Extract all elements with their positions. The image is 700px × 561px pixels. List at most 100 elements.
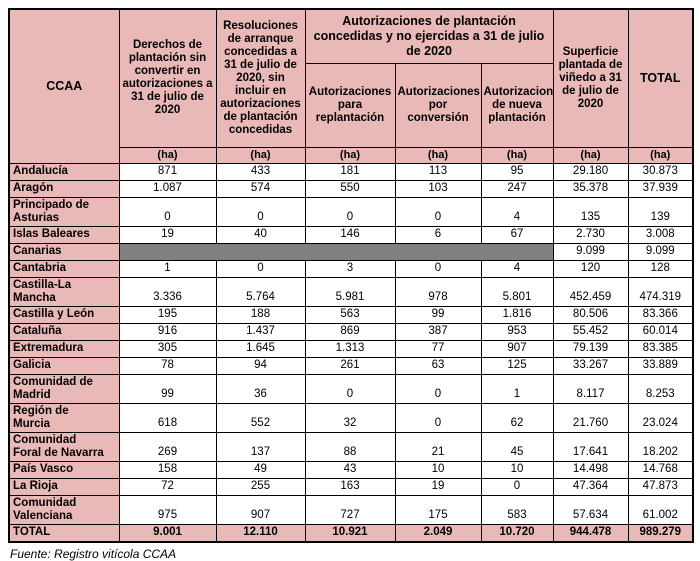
- value-cell: 0: [215, 259, 306, 278]
- value-cell: 158: [118, 460, 217, 479]
- value-cell: 552: [215, 402, 306, 433]
- value-cell: 88: [304, 431, 396, 462]
- value-cell: 135: [552, 196, 629, 227]
- replantacion-subheader: Autorizaciones para replantación: [304, 62, 396, 148]
- value-cell: 550: [304, 179, 396, 198]
- ccaa-label: Castilla y León: [8, 305, 120, 324]
- value-cell: 0: [118, 196, 217, 227]
- value-cell: 120: [552, 259, 629, 278]
- conversion-subheader: Autorizaciones por conversión: [394, 62, 482, 148]
- ccaa-label: Andalucía: [8, 162, 120, 181]
- value-cell: 95: [480, 162, 554, 181]
- total-row: TOTAL 9.001 12.110 10.921 2.049 10.720 944.478…: [8, 523, 694, 542]
- value-cell: 139: [627, 196, 694, 227]
- nueva-plantacion-subheader: Autorizaciones de nueva plantación: [480, 62, 554, 148]
- value-cell: 2.730: [552, 225, 629, 244]
- resoluciones-column-header: Resoluciones de arranque concedidas a 31…: [215, 8, 306, 148]
- ccaa-label: La Rioja: [8, 477, 120, 496]
- value-cell: 2.049: [394, 523, 482, 542]
- value-cell: 99: [394, 305, 482, 324]
- value-cell: 10: [480, 460, 554, 479]
- value-cell: 60.014: [627, 322, 694, 341]
- ccaa-label: Principado de Asturias: [8, 196, 120, 227]
- value-cell: 907: [480, 339, 554, 358]
- data-table: CCAA Derechos de plantación sin converti…: [8, 8, 695, 543]
- value-cell: 5.764: [215, 276, 306, 307]
- value-cell: 618: [118, 402, 217, 433]
- value-cell: 78: [118, 356, 217, 375]
- table-row: Principado de Asturias 0 0 0 0 4 135 139: [8, 196, 694, 227]
- value-cell: 8.117: [552, 373, 629, 404]
- value-cell: 99: [118, 373, 217, 404]
- value-cell: 62: [480, 402, 554, 433]
- value-cell: 574: [215, 179, 306, 198]
- table-row: Andalucía 871 433 181 113 95 29.180 30.873: [8, 162, 694, 181]
- value-cell: 387: [394, 322, 482, 341]
- table-row: Cataluña 916 1.437 869 387 953 55.452 60.014: [8, 322, 694, 341]
- value-cell: 29.180: [552, 162, 629, 181]
- value-cell: 0: [394, 402, 482, 433]
- value-cell: 727: [304, 494, 396, 525]
- value-cell: 1.313: [304, 339, 396, 358]
- ccaa-label: Cataluña: [8, 322, 120, 341]
- table-row: Aragón 1.087 574 550 103 247 35.378 37.939: [8, 179, 694, 198]
- value-cell: 128: [627, 259, 694, 278]
- value-cell: 83.366: [627, 305, 694, 324]
- autorizaciones-group-header: Autorizaciones de plantación concedidas …: [304, 8, 554, 64]
- value-cell: 261: [304, 356, 396, 375]
- value-cell: 57.634: [552, 494, 629, 525]
- value-cell: 61.002: [627, 494, 694, 525]
- table-row: Galicia 78 94 261 63 125 33.267 33.889: [8, 356, 694, 375]
- value-cell: 21.760: [552, 402, 629, 433]
- ccaa-label: Islas Baleares: [8, 225, 120, 244]
- value-cell: 19: [394, 477, 482, 496]
- value-cell: 916: [118, 322, 217, 341]
- value-cell: 975: [118, 494, 217, 525]
- value-cell: 43: [304, 460, 396, 479]
- value-cell: 9.099: [552, 242, 629, 261]
- value-cell: 989.279: [627, 523, 694, 542]
- value-cell: 871: [118, 162, 217, 181]
- value-cell: 103: [394, 179, 482, 198]
- value-cell: 1: [118, 259, 217, 278]
- value-cell: 35.378: [552, 179, 629, 198]
- value-cell: 433: [215, 162, 306, 181]
- ccaa-label: Cantabria: [8, 259, 120, 278]
- value-cell: 163: [304, 477, 396, 496]
- value-cell: 63: [394, 356, 482, 375]
- unit-header: (ha): [394, 146, 482, 164]
- value-cell: 12.110: [215, 523, 306, 542]
- value-cell: 17.641: [552, 431, 629, 462]
- value-cell: 23.024: [627, 402, 694, 433]
- superficie-column-header: Superficie plantada de viñedo a 31 de ju…: [552, 8, 629, 148]
- value-cell: 869: [304, 322, 396, 341]
- source-note: Fuente: Registro vitícola CCAA: [10, 546, 177, 561]
- unit-header: (ha): [552, 146, 629, 164]
- value-cell: 49: [215, 460, 306, 479]
- value-cell: 0: [394, 196, 482, 227]
- unit-header: (ha): [118, 146, 217, 164]
- value-cell: 305: [118, 339, 217, 358]
- value-cell: 45: [480, 431, 554, 462]
- no-data-cell: [118, 242, 554, 261]
- value-cell: 944.478: [552, 523, 629, 542]
- table-row: Comunidad Valenciana 975 907 727 175 583 57.63…: [8, 494, 694, 525]
- table-row: Castilla-La Mancha 3.336 5.764 5.981 978 5.80…: [8, 276, 694, 307]
- value-cell: 188: [215, 305, 306, 324]
- ccaa-label: Galicia: [8, 356, 120, 375]
- value-cell: 3.336: [118, 276, 217, 307]
- value-cell: 79.139: [552, 339, 629, 358]
- value-cell: 0: [304, 373, 396, 404]
- value-cell: 33.889: [627, 356, 694, 375]
- value-cell: 1.645: [215, 339, 306, 358]
- value-cell: 1: [480, 373, 554, 404]
- value-cell: 33.267: [552, 356, 629, 375]
- table-row: Canarias 9.099 9.099: [8, 242, 694, 261]
- value-cell: 67: [480, 225, 554, 244]
- ccaa-label: Comunidad de Madrid: [8, 373, 120, 404]
- derechos-column-header: Derechos de plantación sin convertir en …: [118, 8, 217, 148]
- value-cell: 10: [394, 460, 482, 479]
- value-cell: 19: [118, 225, 217, 244]
- value-cell: 18.202: [627, 431, 694, 462]
